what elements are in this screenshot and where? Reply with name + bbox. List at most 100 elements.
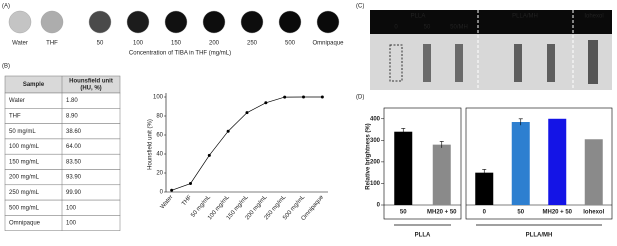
y-tick-label: 100 — [370, 181, 381, 187]
bar — [475, 172, 494, 205]
sample-label: 150 — [171, 41, 182, 47]
table-cell: 500 mg/mL — [9, 205, 40, 211]
point — [188, 182, 192, 186]
x-tick-label: Water — [160, 194, 175, 210]
group-label: PLLA/MH — [512, 14, 538, 20]
table-cell: 93.90 — [66, 175, 82, 181]
point — [245, 111, 249, 115]
group-label: PLLA/MH — [526, 233, 553, 239]
sample-circle — [126, 10, 150, 34]
table-cell: 99.90 — [66, 190, 82, 196]
x-tick-label: 50 — [517, 210, 524, 216]
sample-circle — [240, 10, 264, 34]
table-cell: 50 mg/mL — [9, 129, 36, 135]
table-cell: Omnipaque — [9, 221, 41, 227]
sample-label: Water — [12, 41, 28, 47]
caption: Concentration of TIBA in THF (mg/mL) — [129, 51, 231, 57]
x-tick-label: 0 — [483, 210, 487, 216]
sample-circle — [202, 10, 226, 34]
table-cell: 100 — [66, 221, 77, 227]
table-header: Hounsfield unit — [69, 79, 113, 85]
panel-label: (A) — [2, 4, 10, 10]
sample-circle — [8, 10, 32, 34]
table-row — [4, 108, 121, 124]
group-label: Iohexol — [584, 14, 603, 20]
y-tick-label: 20 — [156, 171, 163, 177]
lane-label: 0 — [394, 25, 398, 31]
group-label: PLLA — [415, 233, 431, 239]
point — [207, 153, 211, 157]
bar — [511, 122, 530, 205]
point — [264, 101, 268, 105]
bar — [432, 144, 451, 205]
table-cell: 150 mg/mL — [9, 159, 40, 165]
sample-label: Omnipaque — [312, 41, 344, 47]
y-axis-label: Relative brightness (%) — [366, 123, 372, 189]
point — [320, 95, 324, 99]
table-cell: 200 mg/mL — [9, 175, 40, 181]
rod-outline — [389, 44, 403, 82]
table-cell: 100 mg/mL — [9, 144, 40, 150]
bar — [394, 131, 413, 205]
panel-label: (B) — [2, 64, 10, 70]
line — [171, 96, 323, 191]
rod — [547, 44, 555, 82]
plot-box — [383, 107, 462, 220]
sample-circle — [164, 10, 188, 34]
x-tick-label: THF — [181, 194, 193, 207]
sample-label: 250 — [247, 41, 258, 47]
rod — [588, 40, 598, 84]
x-tick-label: 50 — [400, 210, 407, 216]
y-tick-label: 200 — [370, 159, 381, 165]
error-bar — [439, 141, 444, 148]
sample-label: 200 — [209, 41, 220, 47]
table-cell: 250 mg/mL — [9, 190, 40, 196]
lane-label: 50/MH — [450, 25, 468, 31]
table-cell: 1.80 — [66, 98, 78, 104]
table-cell: 83.50 — [66, 159, 82, 165]
y-axis-label: Hounsfield unit (%) — [148, 119, 154, 170]
rod — [514, 44, 522, 82]
panel-label: (D) — [356, 95, 364, 101]
table-cell: 64.00 — [66, 144, 82, 150]
bar — [548, 118, 567, 205]
point — [170, 188, 174, 192]
table-cell: 100 — [66, 205, 77, 211]
table-header: Sample — [23, 82, 45, 88]
table-cell: Water — [9, 98, 25, 104]
y-tick-label: 300 — [370, 138, 381, 144]
plot-box — [465, 107, 613, 220]
x-tick-label: MH20 + 50 — [542, 210, 572, 216]
table-cell: THF — [9, 114, 21, 120]
xray-image — [370, 10, 612, 90]
sample-label: THF — [46, 41, 58, 47]
error-bar — [482, 169, 487, 176]
sample-circle — [88, 10, 112, 34]
error-bar — [518, 118, 523, 126]
table-cell: 38.60 — [66, 129, 82, 135]
table-header: (HU, %) — [80, 86, 101, 92]
y-tick-label: 0 — [160, 190, 164, 196]
y-tick-label: 100 — [153, 95, 164, 101]
error-bar — [401, 128, 406, 135]
point — [226, 129, 230, 133]
sample-circle — [40, 10, 64, 34]
y-tick-label: 80 — [156, 114, 163, 120]
image-header — [370, 10, 612, 34]
sample-label: 50 — [97, 41, 104, 47]
y-tick-label: 400 — [370, 116, 381, 122]
table-cell: 8.90 — [66, 114, 78, 120]
y-tick-label: 60 — [156, 133, 163, 139]
table-row — [4, 215, 121, 231]
y-tick-label: 0 — [377, 203, 381, 209]
point — [283, 95, 287, 99]
sample-circle — [316, 10, 340, 34]
rod — [455, 44, 463, 82]
lane-label: 50 — [424, 25, 431, 31]
x-tick-label: MH20 + 50 — [427, 210, 457, 216]
sample-circle — [278, 10, 302, 34]
bar — [584, 139, 603, 205]
group-label: PLLA — [411, 14, 426, 20]
panel-label: (C) — [356, 4, 364, 10]
